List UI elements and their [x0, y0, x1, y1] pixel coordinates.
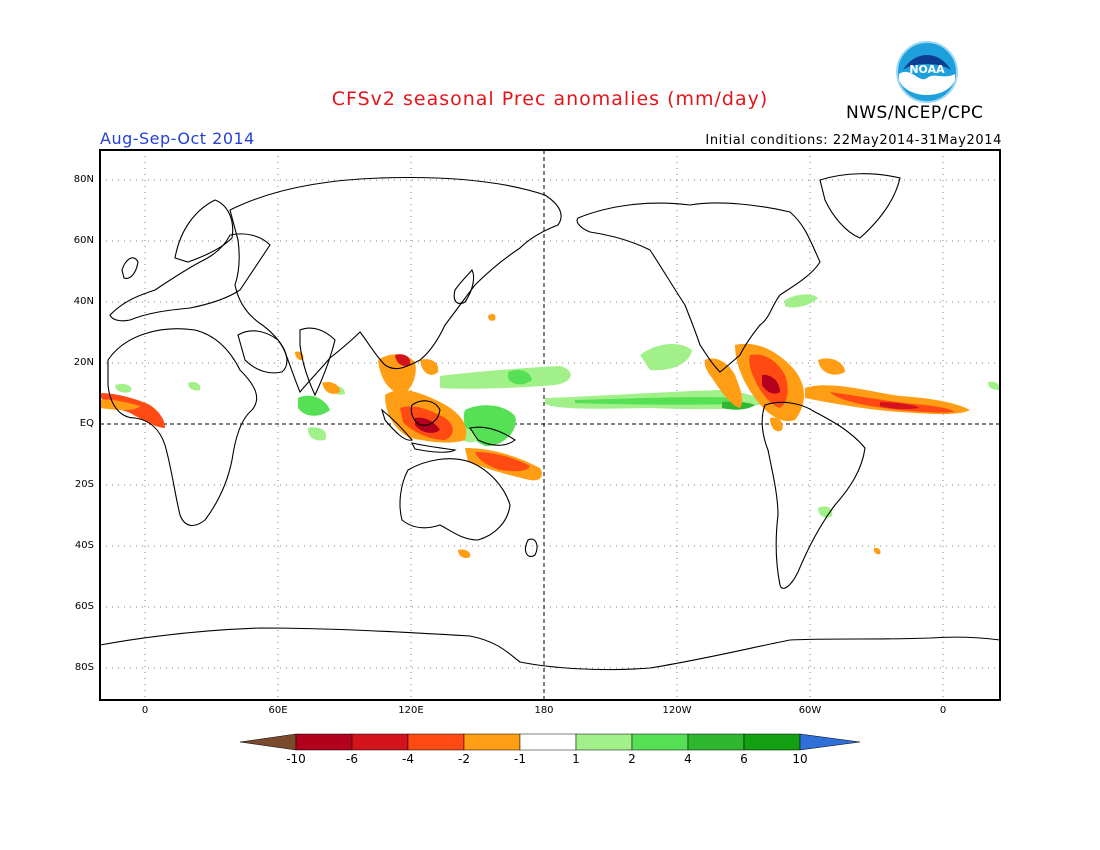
anomaly-lake-china: [488, 313, 496, 321]
coast-japan: [453, 268, 475, 305]
coast-north-america: [576, 202, 821, 373]
anomaly-colombia: [770, 417, 783, 432]
anomaly-pacific-itcz-core: [575, 397, 740, 405]
lon-label-60w: 60W: [798, 705, 822, 716]
anomaly-coral-sea-core: [475, 452, 530, 472]
graticule: [100, 150, 1000, 700]
coast-south-america: [761, 401, 866, 589]
anomaly-sargasso: [818, 358, 845, 375]
colorbar-label-2: 2: [628, 752, 636, 766]
colorbar-box-9: [743, 733, 801, 751]
colorbar-box-5: [519, 733, 577, 751]
anomaly-west-pacific: [463, 405, 516, 447]
map-frame: [99, 149, 1001, 701]
colorbar-label-minus1: -1: [514, 752, 526, 766]
lat-label-60s: 60S: [74, 601, 94, 612]
lat-label-40s: 40S: [74, 540, 94, 551]
anomaly-indian-ocean-2: [307, 427, 327, 441]
colorbar-box-2: [351, 733, 409, 751]
colorbar-label-10: 10: [792, 752, 808, 766]
anomaly-atlantic-itcz-core: [830, 392, 955, 413]
colorbar-label-minus6: -6: [346, 752, 358, 766]
coast-new-guinea: [469, 426, 516, 446]
anomaly-nw-pacific: [508, 370, 532, 385]
colorbar-arrow-low: [239, 733, 297, 751]
lon-label-120w: 120W: [662, 705, 692, 716]
coast-sumatra: [380, 408, 413, 441]
anomaly-central-pacific: [440, 366, 571, 389]
anomaly-atlantic-e: [988, 381, 1000, 390]
lon-label-0-east: 0: [939, 705, 947, 716]
anomaly-africa-sahel: [188, 381, 201, 391]
lat-label-eq: EQ: [79, 418, 94, 429]
anomaly-brazil: [818, 506, 833, 518]
coast-uk: [121, 257, 139, 279]
colorbar-label-6: 6: [740, 752, 748, 766]
noaa-logo-text: NOAA: [909, 63, 945, 76]
colorbar-label-minus4: -4: [402, 752, 414, 766]
anomaly-hawaii: [640, 343, 692, 371]
anomaly-west-africa: [100, 393, 165, 428]
colorbar-label-minus10: -10: [286, 752, 306, 766]
colorbar-box-1: [295, 733, 353, 751]
lat-label-20n: 20N: [73, 357, 94, 368]
anomaly-philippines: [420, 359, 439, 375]
colorbar-label-1: 1: [572, 752, 580, 766]
coast-arabia: [237, 330, 288, 374]
colorbar-box-6: [575, 733, 633, 751]
colorbar: [239, 733, 861, 751]
colorbar-box-8: [687, 733, 745, 751]
anomaly-indian-ocean: [298, 395, 330, 416]
coast-scandinavia: [174, 199, 234, 263]
anomaly-west-africa-2: [100, 399, 140, 410]
chart-title: CFSv2 seasonal Prec anomalies (mm/day): [331, 88, 769, 110]
lon-label-120e: 120E: [398, 705, 424, 716]
lon-label-0: 0: [141, 705, 149, 716]
coast-europe: [109, 233, 271, 322]
colorbar-label-minus2: -2: [458, 752, 470, 766]
lat-label-80s: 80S: [74, 662, 94, 673]
colorbar-label-4: 4: [684, 752, 692, 766]
lon-label-180: 180: [534, 705, 554, 716]
lat-label-40n: 40N: [73, 296, 94, 307]
anomaly-africa-w: [115, 383, 132, 393]
coast-australia: [399, 458, 511, 541]
anomaly-shading: [100, 294, 1000, 559]
coast-java: [410, 442, 457, 453]
anomaly-atlantic-n: [785, 294, 818, 308]
coast-africa: [107, 328, 258, 526]
coast-new-zealand: [525, 538, 538, 558]
lat-label-80n: 80N: [73, 174, 94, 185]
noaa-logo: NOAA: [896, 41, 958, 103]
anomaly-atlantic-itcz-max: [880, 402, 920, 410]
colorbar-arrow-high: [799, 733, 861, 751]
colorbar-box-3: [407, 733, 465, 751]
agency-label: NWS/NCEP/CPC: [846, 103, 984, 123]
colorbar-box-7: [631, 733, 689, 751]
anomaly-central-america: [704, 358, 743, 408]
coast-greenland: [819, 173, 901, 239]
lat-label-60n: 60N: [73, 235, 94, 246]
colorbar-box-4: [463, 733, 521, 751]
coast-antarctica: [100, 627, 1000, 671]
lat-label-20s: 20S: [74, 479, 94, 490]
coast-india: [299, 327, 336, 397]
lon-label-60e: 60E: [268, 705, 288, 716]
anomaly-s-america-east: [873, 547, 881, 555]
period-label: Aug-Sep-Oct 2014: [100, 129, 255, 148]
coastlines: [100, 173, 1000, 671]
anomaly-philippines-core: [395, 354, 411, 366]
anomaly-tasman: [458, 549, 471, 559]
equator-dateline: [100, 150, 1000, 700]
anomaly-caribbean-max: [762, 374, 780, 394]
anomaly-bay-of-bengal: [322, 382, 340, 394]
coast-borneo: [410, 400, 441, 426]
initial-conditions-label: Initial conditions: 22May2014-31May2014: [705, 133, 1002, 148]
